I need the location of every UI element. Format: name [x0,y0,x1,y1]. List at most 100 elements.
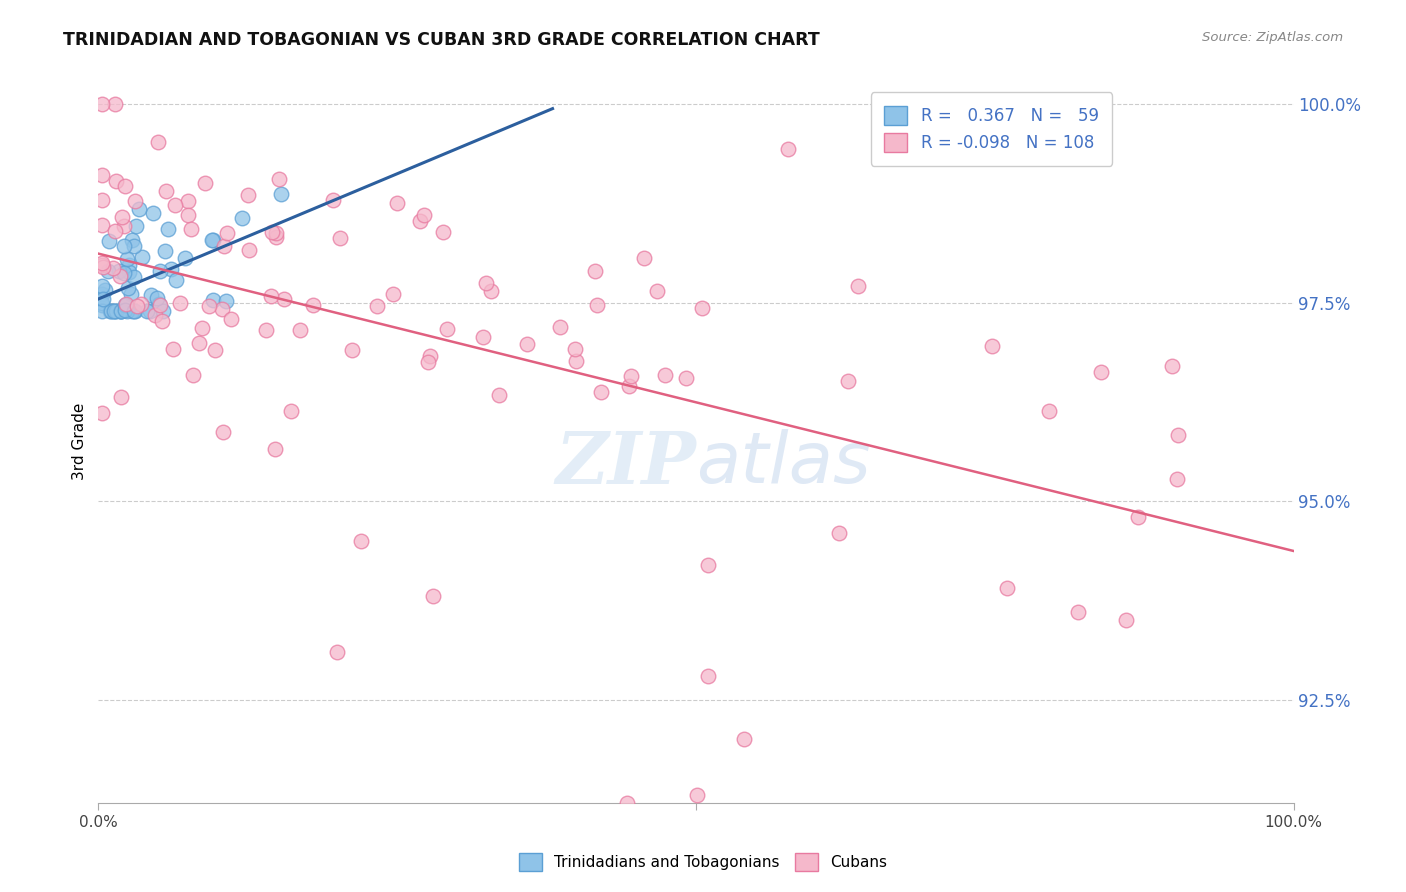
Point [633,251,655,265]
Point [138,303,160,318]
Point [586,298,609,312]
Point [91,218,114,232]
Point [776,142,799,156]
Point [1167,428,1189,442]
Point [111,211,134,225]
Point [91,303,114,318]
Point [269,171,291,186]
Point [436,321,458,335]
Point [264,442,287,456]
Point [108,269,131,284]
Point [100,303,122,318]
Point [108,264,131,278]
Point [118,264,141,278]
Point [995,582,1018,596]
Point [129,297,152,311]
Point [176,208,198,222]
Point [157,222,180,236]
Point [124,194,146,208]
Point [733,732,755,747]
Point [110,390,132,404]
Point [564,342,586,356]
Point [114,302,136,317]
Text: ZIP: ZIP [555,428,696,499]
Point [191,320,214,334]
Point [115,298,138,312]
Point [385,196,408,211]
Point [115,297,138,311]
Point [260,289,283,303]
Point [163,198,186,212]
Point [201,233,224,247]
Text: TRINIDADIAN AND TOBAGONIAN VS CUBAN 3RD GRADE CORRELATION CHART: TRINIDADIAN AND TOBAGONIAN VS CUBAN 3RD … [63,31,820,49]
Point [174,251,197,265]
Point [104,224,127,238]
Point [91,260,114,275]
Point [516,337,538,351]
Point [91,168,114,182]
Point [194,176,217,190]
Legend: R =   0.367   N =   59, R = -0.098   N = 108: R = 0.367 N = 59, R = -0.098 N = 108 [870,92,1112,166]
Point [217,226,239,240]
Point [165,273,187,287]
Point [91,258,114,272]
Point [350,533,373,548]
Point [101,261,124,276]
Point [91,298,114,312]
Point [472,329,495,343]
Point [91,279,114,293]
Point [121,233,143,247]
Point [1038,404,1060,418]
Point [231,211,253,225]
Point [583,264,606,278]
Point [302,298,325,312]
Point [211,302,233,317]
Point [114,298,136,312]
Point [416,355,439,369]
Point [115,303,138,318]
Point [122,303,145,318]
Point [131,251,153,265]
Point [152,303,174,318]
Text: atlas: atlas [696,429,870,498]
Point [340,343,363,357]
Point [675,370,697,384]
Point [256,323,278,337]
Point [690,301,713,315]
Point [828,525,851,540]
Point [270,187,292,202]
Point [236,187,259,202]
Point [125,219,148,233]
Point [110,303,132,318]
Point [91,97,114,112]
Point [149,264,172,278]
Point [548,319,571,334]
Point [219,312,242,326]
Point [108,303,131,318]
Point [97,264,120,278]
Point [288,323,311,337]
Point [112,239,135,253]
Point [697,558,720,572]
Point [381,286,404,301]
Point [837,374,859,388]
Point [146,291,169,305]
Point [127,299,149,313]
Point [432,225,454,239]
Point [620,369,643,384]
Point [617,378,640,392]
Point [91,193,114,207]
Point [177,194,200,209]
Point [112,219,135,234]
Point [153,244,176,258]
Point [181,368,204,382]
Point [264,226,287,240]
Point [202,293,225,308]
Y-axis label: 3rd Grade: 3rd Grade [72,403,87,480]
Point [212,425,235,440]
Point [120,286,142,301]
Point [122,239,145,253]
Point [91,287,114,301]
Point [142,206,165,220]
Point [117,281,139,295]
